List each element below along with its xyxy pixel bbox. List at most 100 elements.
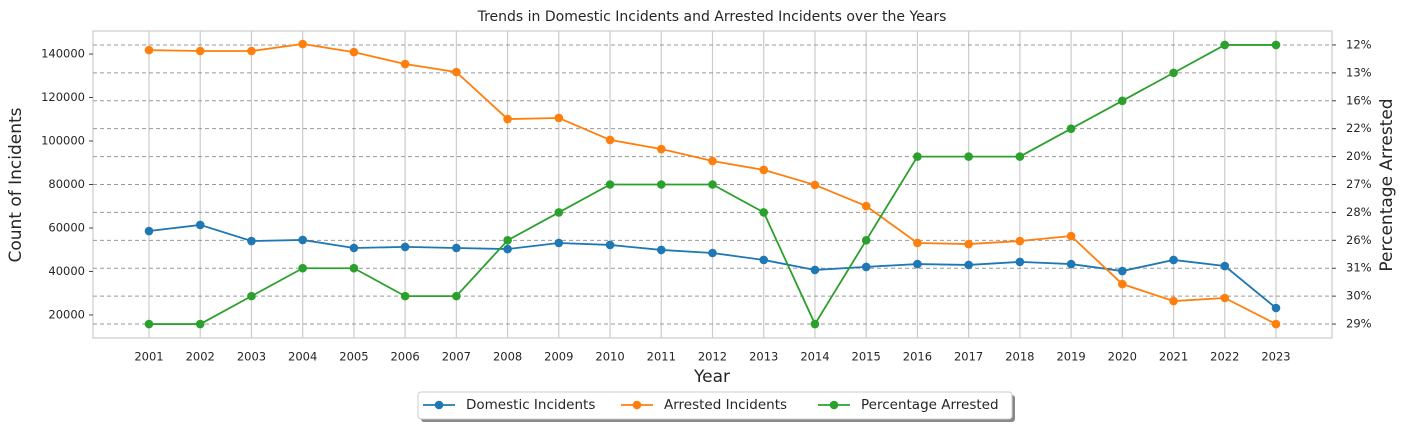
point xyxy=(452,243,461,253)
point xyxy=(195,46,205,56)
point xyxy=(503,236,512,245)
point xyxy=(144,226,154,236)
point xyxy=(1220,40,1230,50)
point xyxy=(1271,303,1281,313)
point xyxy=(195,220,205,230)
point xyxy=(1118,266,1127,276)
x-tick-label: 2001 xyxy=(134,350,163,364)
point xyxy=(1118,96,1127,106)
y2-tick-label: 13% xyxy=(1346,65,1372,79)
point xyxy=(1066,259,1076,269)
x-tick-label: 2011 xyxy=(647,350,676,364)
x-tick-label: 2014 xyxy=(800,350,829,364)
point xyxy=(708,248,717,258)
point xyxy=(1066,124,1076,133)
point xyxy=(861,262,871,272)
point xyxy=(144,319,154,329)
x-tick-label: 2019 xyxy=(1056,350,1085,364)
point xyxy=(503,114,512,124)
x-tick-label: 2002 xyxy=(186,350,215,364)
point xyxy=(554,238,564,248)
point xyxy=(1169,296,1178,306)
y-tick-label: 120000 xyxy=(41,90,85,104)
point xyxy=(964,152,973,161)
y-tick-label: 140000 xyxy=(41,47,85,61)
point xyxy=(400,291,410,301)
y-axis-label: Count of Incidents xyxy=(6,107,26,262)
x-tick-label: 2003 xyxy=(237,350,266,364)
point xyxy=(913,238,922,248)
legend-marker xyxy=(434,400,444,410)
legend-label: Percentage Arrested xyxy=(861,397,999,413)
x-tick-label: 2013 xyxy=(749,350,778,364)
x-tick-label: 2021 xyxy=(1159,350,1188,364)
x-tick-label: 2015 xyxy=(852,350,881,364)
point xyxy=(1271,319,1281,329)
legend-box xyxy=(417,391,1013,420)
point xyxy=(605,180,615,189)
legend-marker xyxy=(632,400,642,410)
point xyxy=(861,201,871,211)
point xyxy=(1220,293,1230,303)
y-tick-label: 60000 xyxy=(48,220,85,234)
x-tick-label: 2023 xyxy=(1261,350,1290,364)
point xyxy=(759,208,769,217)
point xyxy=(298,39,307,49)
point xyxy=(605,240,615,250)
y2-tick-label: 31% xyxy=(1346,261,1372,275)
point xyxy=(810,180,820,190)
y-tick-label: 40000 xyxy=(48,264,85,278)
point xyxy=(1015,236,1025,246)
y2-tick-label: 29% xyxy=(1346,317,1372,331)
point xyxy=(400,59,410,69)
point xyxy=(759,165,769,175)
y-tick-label: 20000 xyxy=(48,307,85,321)
y2-axis-label: Percentage Arrested xyxy=(1377,98,1397,271)
point xyxy=(247,291,256,301)
point xyxy=(708,180,717,189)
x-tick-label: 2007 xyxy=(442,350,471,364)
y2-tick-label: 30% xyxy=(1346,289,1372,303)
chart-title: Trends in Domestic Incidents and Arreste… xyxy=(477,9,947,25)
x-tick-label: 2008 xyxy=(493,350,522,364)
point xyxy=(144,45,154,55)
legend-label: Arrested Incidents xyxy=(664,397,787,413)
y2-tick-label: 27% xyxy=(1346,177,1372,191)
point xyxy=(964,260,973,270)
point xyxy=(452,291,461,301)
point xyxy=(503,244,512,254)
legend-label: Domestic Incidents xyxy=(466,397,595,413)
point xyxy=(656,245,666,255)
y2-tick-label: 22% xyxy=(1346,121,1372,135)
point xyxy=(247,46,256,56)
point xyxy=(1220,261,1230,271)
x-tick-label: 2012 xyxy=(698,350,727,364)
point xyxy=(195,319,205,329)
y-tick-label: 100000 xyxy=(41,134,85,148)
x-tick-label: 2018 xyxy=(1005,350,1034,364)
point xyxy=(1271,40,1281,50)
point xyxy=(554,113,564,123)
point xyxy=(349,47,359,57)
point xyxy=(1015,152,1025,161)
x-tick-label: 2010 xyxy=(595,350,624,364)
point xyxy=(1015,257,1025,267)
y2-tick-label: 28% xyxy=(1346,205,1372,219)
point xyxy=(810,319,820,329)
y2-tick-label: 20% xyxy=(1346,149,1372,163)
y2-tick-label: 16% xyxy=(1346,93,1372,107)
point xyxy=(656,180,666,189)
point xyxy=(1118,279,1127,289)
point xyxy=(452,67,461,77)
point xyxy=(913,259,922,269)
point xyxy=(1169,255,1178,265)
point xyxy=(964,239,973,249)
point xyxy=(759,255,769,265)
point xyxy=(1169,68,1178,78)
y2-tick-label: 12% xyxy=(1346,37,1372,51)
point xyxy=(298,235,307,245)
point xyxy=(605,135,615,145)
point xyxy=(349,243,359,253)
x-tick-label: 2004 xyxy=(288,350,317,364)
